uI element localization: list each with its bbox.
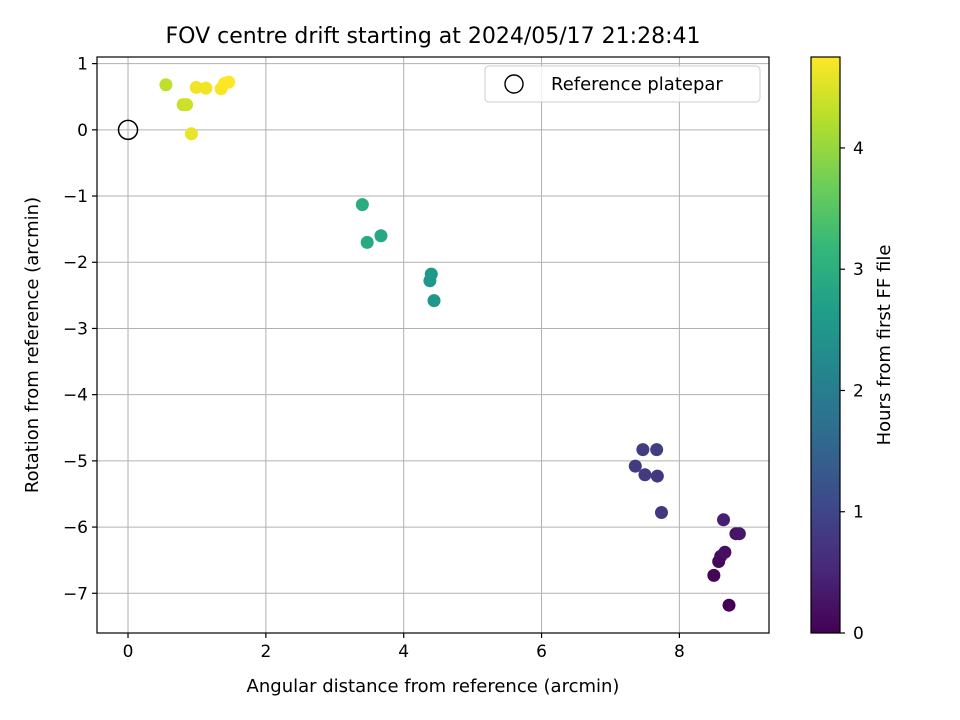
colorbar-tick-label: 4 (853, 139, 864, 159)
data-point (184, 127, 198, 141)
data-point (159, 78, 173, 92)
colorbar-frame (810, 56, 841, 634)
scatter-points (159, 75, 746, 612)
data-point (650, 469, 664, 483)
x-tick-label: 6 (536, 642, 547, 662)
data-point (189, 80, 203, 94)
colorbar-tick-label: 3 (853, 260, 864, 280)
y-tick-label: −1 (63, 187, 88, 207)
y-tick-label: −7 (63, 584, 88, 604)
data-point (707, 568, 721, 582)
data-point (374, 229, 388, 243)
y-tick-label: −5 (63, 452, 88, 472)
colorbar-gradient (811, 57, 840, 633)
y-axis-label: Rotation from reference (arcmin) (22, 197, 43, 493)
y-tick-label: 0 (77, 121, 88, 141)
data-point (650, 443, 664, 457)
y-axis-ticks: 1 0 −1 −2 −3 −4 −5 −6 −7 (63, 55, 97, 604)
legend: Reference platepar (484, 65, 761, 103)
legend-entry-label: Reference platepar (551, 74, 723, 95)
x-tick-label: 0 (123, 642, 134, 662)
x-tick-label: 2 (260, 642, 271, 662)
colorbar-label: Hours from first FF file (874, 245, 895, 446)
data-point (717, 513, 731, 527)
data-point (360, 235, 374, 249)
data-point (180, 98, 194, 112)
data-point (638, 468, 652, 482)
y-tick-label: −2 (63, 253, 88, 273)
data-point (732, 527, 746, 541)
plot-frame (96, 56, 770, 634)
x-tick-label: 8 (674, 642, 685, 662)
data-point (427, 294, 441, 308)
colorbar-tick-label: 0 (853, 624, 864, 644)
reference-point (117, 119, 139, 141)
y-tick-label: 1 (77, 55, 88, 75)
data-point (722, 598, 736, 612)
colorbar-tick-label: 2 (853, 381, 864, 401)
x-axis-label: Angular distance from reference (arcmin) (247, 676, 620, 697)
plot-background (97, 57, 769, 633)
y-tick-label: −4 (63, 386, 88, 406)
reference-marker (117, 119, 139, 141)
colorbar: 0 1 2 3 4 Hours from first FF file (810, 56, 895, 644)
legend-marker-open-circle (504, 74, 524, 94)
colorbar-ticks: 0 1 2 3 4 (840, 139, 864, 644)
y-tick-label: −6 (63, 518, 88, 538)
data-point (718, 545, 732, 559)
data-point (654, 506, 668, 520)
x-tick-label: 4 (398, 642, 409, 662)
data-point (636, 443, 650, 457)
data-point (355, 198, 369, 212)
chart-title: FOV centre drift starting at 2024/05/17 … (166, 24, 701, 49)
grid-lines (97, 57, 769, 633)
data-point (628, 459, 642, 473)
x-axis-ticks: 0 2 4 6 8 (123, 633, 685, 662)
data-point (199, 81, 213, 95)
colorbar-tick-label: 1 (853, 503, 864, 523)
legend-box (484, 65, 761, 103)
data-point (424, 267, 438, 281)
data-point (222, 75, 236, 89)
y-tick-label: −3 (63, 319, 88, 339)
